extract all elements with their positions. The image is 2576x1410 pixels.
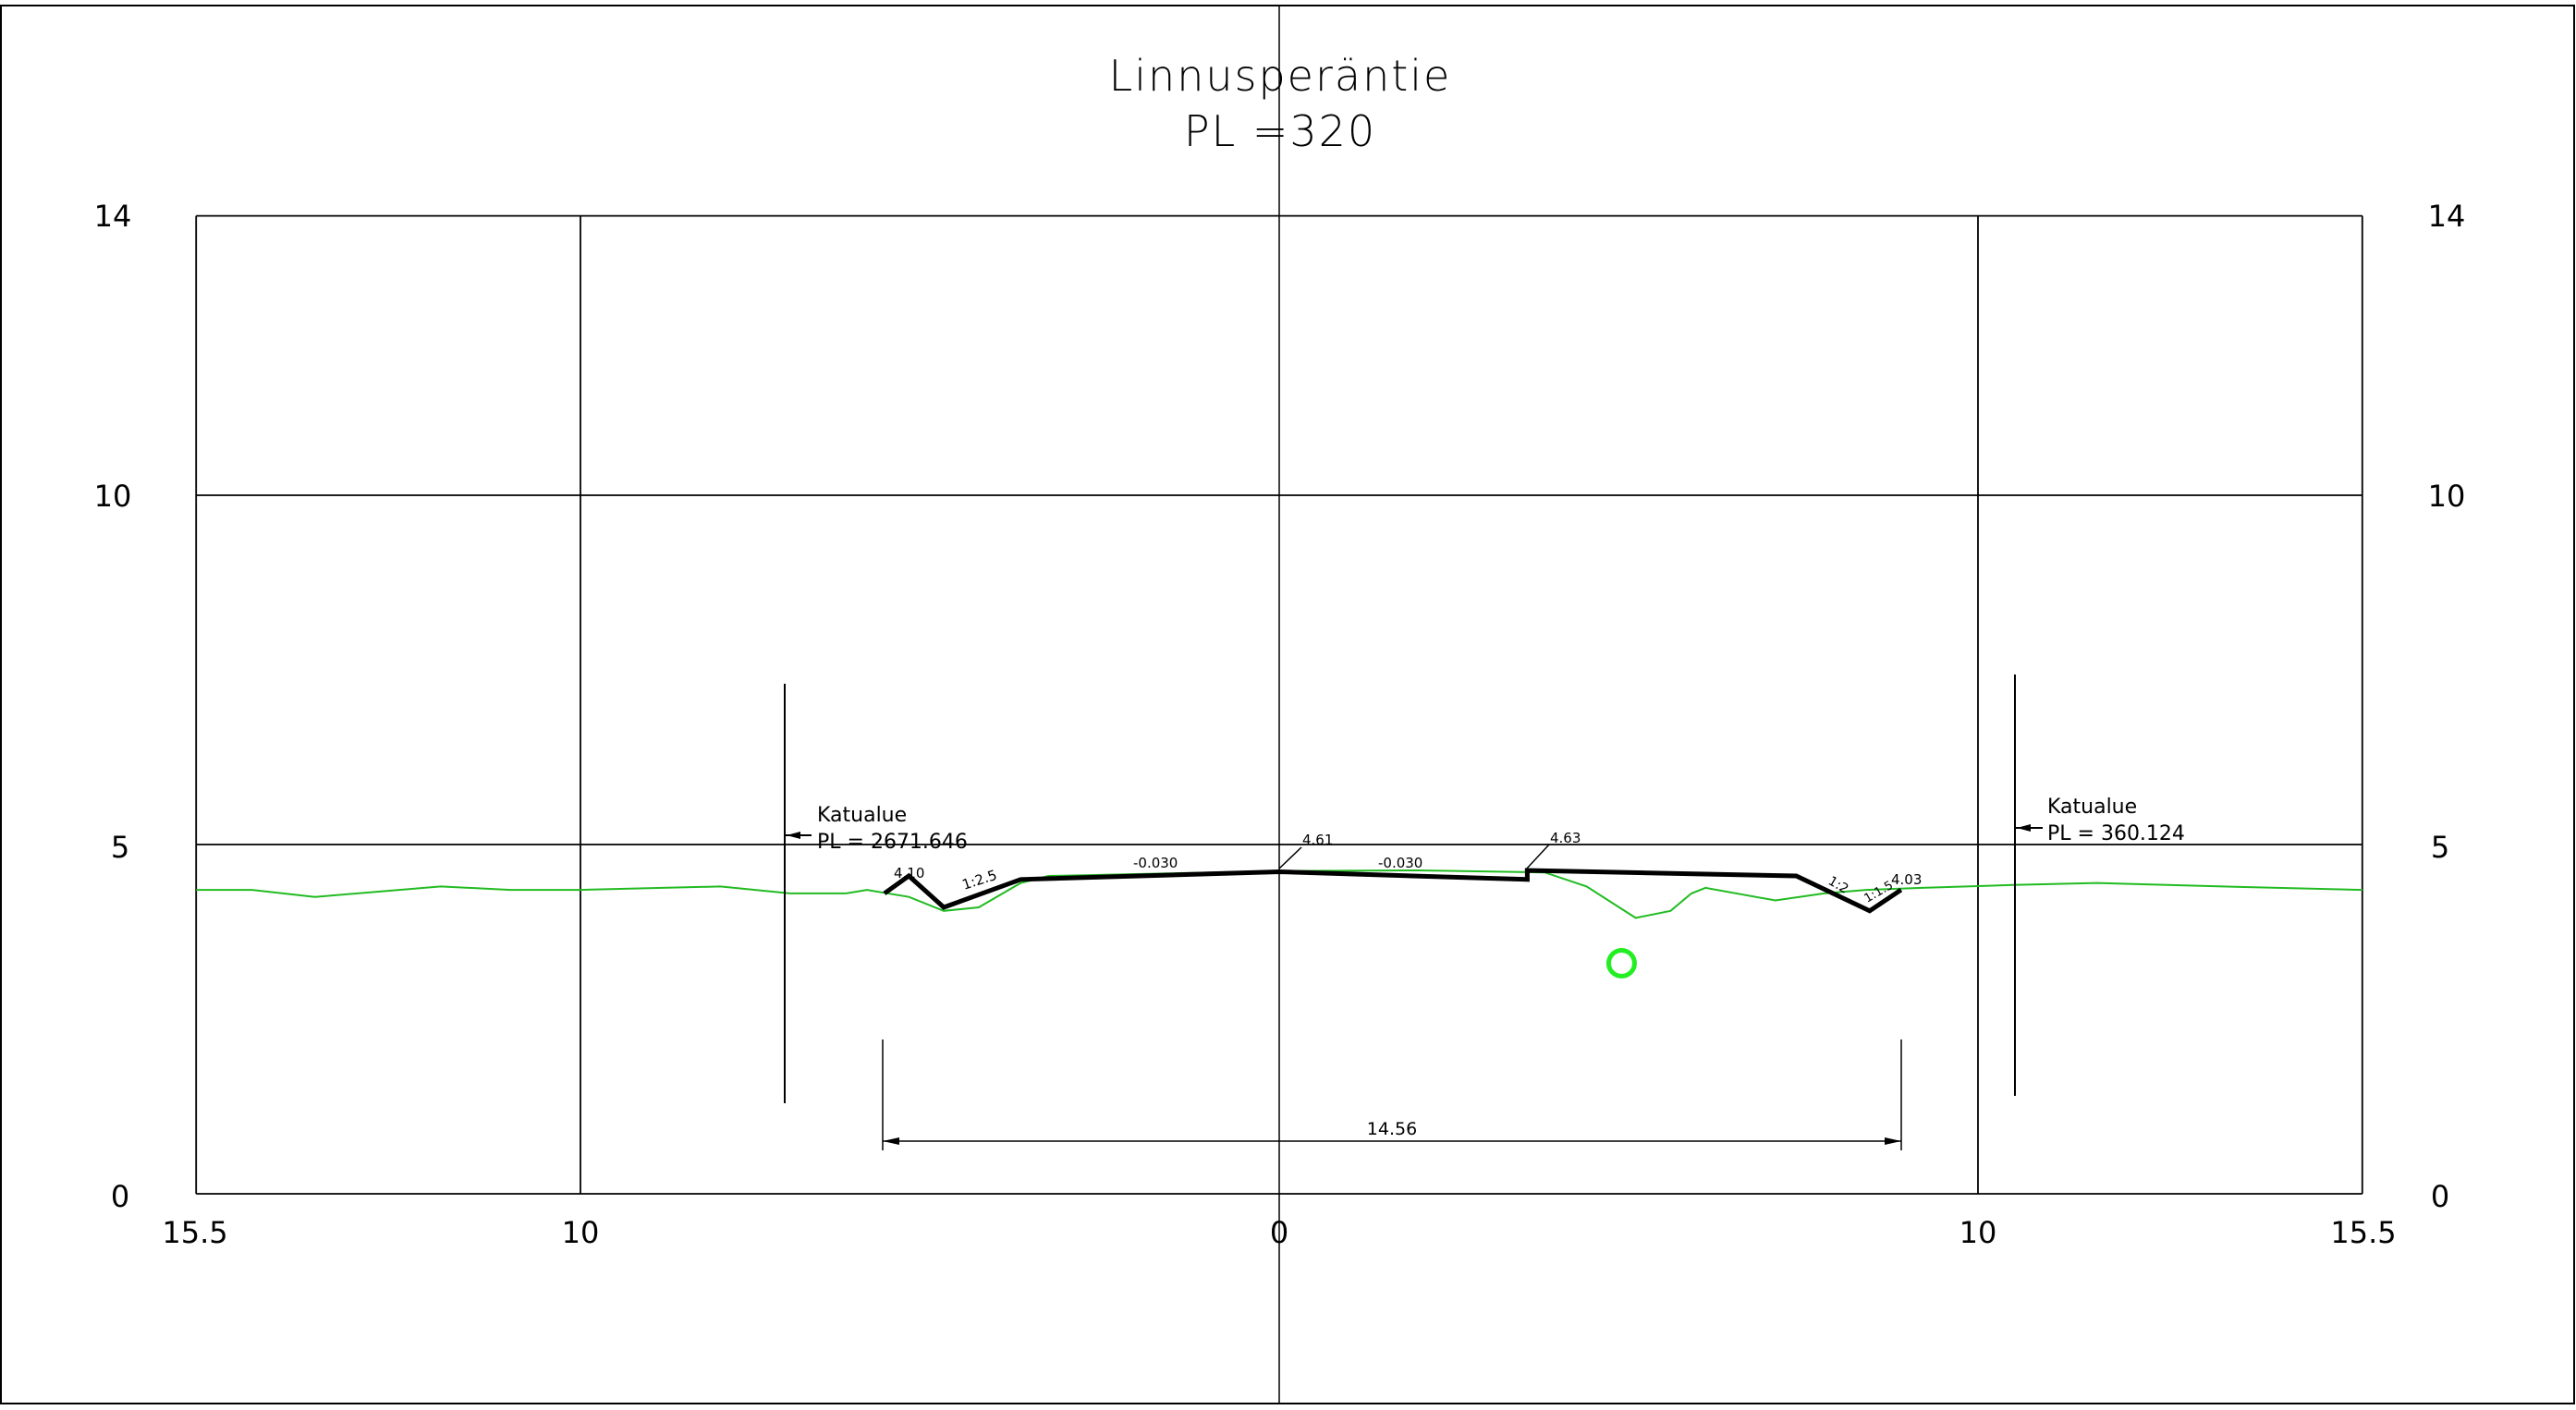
dimension-arrow-left xyxy=(883,1137,899,1145)
right-edge-height-leader xyxy=(1524,844,1550,871)
y-tick-left-10: 10 xyxy=(94,479,132,514)
drawing-title: Linnusperäntie xyxy=(1109,51,1452,101)
center-height-label: 4.61 xyxy=(1302,832,1333,848)
point-marker xyxy=(1605,948,1637,979)
station-label: PL =320 xyxy=(1184,106,1376,156)
design-cross-section xyxy=(883,868,1903,914)
sheet-frame xyxy=(0,5,2575,1404)
right-edge-height-label: 4.63 xyxy=(1550,830,1581,846)
y-tick-left-0: 0 xyxy=(111,1179,129,1214)
y-axis-left: 0 5 10 14 xyxy=(94,199,132,1214)
y-tick-left-5: 5 xyxy=(111,830,129,865)
right-crossfall-label: -0.030 xyxy=(1378,855,1422,871)
left-slope-top-label: 4.10 xyxy=(894,865,924,881)
x-tick-center-0: 0 xyxy=(1270,1215,1288,1250)
x-axis: 15.5 10 0 10 15.5 xyxy=(162,1215,2396,1250)
x-tick-left-10: 10 xyxy=(562,1215,600,1250)
section-annotations: 4.61 4.63 4.10 1:2.5 -0.030 -0.030 1:2 1… xyxy=(894,830,1922,906)
y-tick-right-0: 0 xyxy=(2431,1179,2449,1214)
y-tick-right-10: 10 xyxy=(2428,479,2466,514)
section-grid xyxy=(195,214,2363,1195)
dimension-value: 14.56 xyxy=(1367,1119,1417,1139)
boundary-arrow-right xyxy=(2017,824,2031,832)
x-tick-right-10: 10 xyxy=(1959,1215,1997,1250)
width-dimension: 14.56 xyxy=(882,1039,1902,1150)
x-tick-left-15-5: 15.5 xyxy=(162,1215,227,1250)
y-tick-right-5: 5 xyxy=(2431,830,2449,865)
dimension-arrow-right xyxy=(1885,1137,1901,1145)
y-tick-right-14: 14 xyxy=(2428,199,2466,234)
left-crossfall-label: -0.030 xyxy=(1133,855,1178,871)
boundary-label-left: Katualue xyxy=(817,804,907,827)
boundary-pl-left: PL = 2671.646 xyxy=(817,831,968,854)
right-slope-top-label: 4.03 xyxy=(1891,871,1922,888)
center-height-leader xyxy=(1278,846,1302,869)
boundary-arrow-left xyxy=(787,832,800,839)
right-of-way-boundaries: Katualue PL = 2671.646 Katualue PL = 360… xyxy=(784,675,2185,1103)
y-tick-left-14: 14 xyxy=(94,199,132,234)
boundary-label-right: Katualue xyxy=(2047,796,2137,819)
x-tick-right-15-5: 15.5 xyxy=(2330,1215,2396,1250)
boundary-pl-right: PL = 360.124 xyxy=(2047,822,2185,845)
y-axis-right: 0 5 10 14 xyxy=(2428,199,2466,1214)
